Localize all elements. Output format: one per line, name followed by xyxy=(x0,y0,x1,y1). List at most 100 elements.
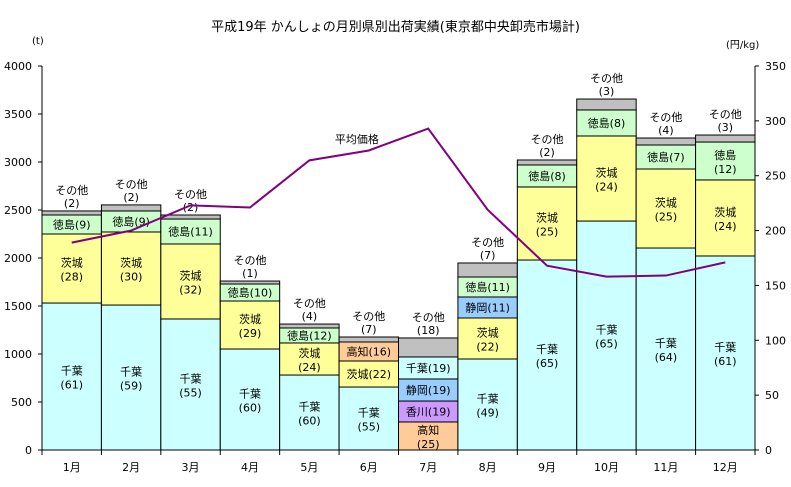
bar-segment xyxy=(398,337,459,358)
bar-segment xyxy=(338,386,400,451)
data-label: その他 xyxy=(649,111,682,124)
bar-segment xyxy=(279,323,340,329)
data-label: (49) xyxy=(476,406,499,419)
data-label: (2) xyxy=(123,191,139,204)
data-label: その他 xyxy=(55,184,88,197)
data-label: 茨城 xyxy=(536,210,558,224)
data-label: 茨城(22) xyxy=(346,367,391,381)
data-label: 高知(16) xyxy=(346,345,391,359)
bar-segment xyxy=(695,141,756,181)
data-label: (24) xyxy=(298,361,321,374)
bar-segment xyxy=(516,259,578,451)
data-label: 千葉 xyxy=(655,336,677,350)
chart-title: 平成19年 かんしょの月別県別出荷実績(東京都中央卸売市場計) xyxy=(211,20,580,35)
data-label: 千葉 xyxy=(61,364,83,378)
y2-tick-label: 100 xyxy=(765,334,786,347)
bar-segment xyxy=(219,348,281,451)
y2-tick-label: 0 xyxy=(765,444,772,457)
y2-tick-label: 150 xyxy=(765,279,786,292)
data-label: 茨城 xyxy=(120,256,142,270)
x-tick-label: 6月 xyxy=(360,461,378,474)
x-tick-label: 2月 xyxy=(122,461,140,474)
bar-segment xyxy=(695,134,756,143)
y-tick-label: 3500 xyxy=(4,108,32,121)
bar-segment xyxy=(457,317,518,360)
x-tick-label: 1月 xyxy=(63,461,81,474)
bar-segment xyxy=(160,214,221,220)
bar-segment xyxy=(160,218,221,245)
data-label: 千葉 xyxy=(358,406,380,420)
bar-segment xyxy=(160,318,221,451)
y2-tick-label: 350 xyxy=(765,60,786,73)
data-label: 茨城 xyxy=(595,166,617,180)
x-tick-label: 7月 xyxy=(419,461,437,474)
x-tick-label: 12月 xyxy=(713,461,738,474)
bar-segment xyxy=(695,255,756,451)
data-label: (25) xyxy=(417,438,440,451)
data-label: 徳島(11) xyxy=(168,225,213,239)
x-tick-label: 9月 xyxy=(538,461,556,474)
bar-segment xyxy=(635,137,697,146)
data-label: 徳島(7) xyxy=(647,150,685,164)
data-label: その他 xyxy=(174,188,207,201)
price-line-label: 平均価格 xyxy=(335,132,379,146)
data-label: その他 xyxy=(293,297,326,310)
data-label: (25) xyxy=(536,225,559,238)
bar-segment xyxy=(457,262,518,278)
data-label: (65) xyxy=(595,338,618,351)
y-tick-label: 1500 xyxy=(4,300,32,313)
data-label: その他 xyxy=(709,108,742,121)
data-label: 徳島(9) xyxy=(112,214,150,228)
data-label: (61) xyxy=(60,379,83,392)
y-tick-label: 0 xyxy=(25,444,32,457)
x-tick-label: 8月 xyxy=(479,461,497,474)
data-label: 静岡(11) xyxy=(465,300,510,314)
y2-axis-unit: (円/kg) xyxy=(726,40,760,51)
x-tick-label: 3月 xyxy=(182,461,200,474)
bar-segment xyxy=(457,358,518,451)
bar-segment xyxy=(219,300,281,350)
data-label: 徳島(11) xyxy=(465,280,510,294)
y2-tick-label: 300 xyxy=(765,115,786,128)
data-label: (18) xyxy=(417,324,440,337)
data-label: (4) xyxy=(302,310,318,323)
data-label: 茨城 xyxy=(714,205,736,219)
data-label: 千葉 xyxy=(239,387,261,401)
y2-tick-label: 200 xyxy=(765,225,786,238)
y-tick-label: 500 xyxy=(11,396,32,409)
data-label: (24) xyxy=(714,220,737,233)
data-label: (2) xyxy=(183,201,199,214)
data-label: (61) xyxy=(714,355,737,368)
data-label: 千葉 xyxy=(180,371,202,385)
data-label: 千葉 xyxy=(477,391,499,405)
data-label: 静岡(19) xyxy=(406,383,451,397)
data-label: その他 xyxy=(531,133,564,146)
bar-segment xyxy=(100,204,162,212)
data-label: (28) xyxy=(60,271,83,284)
data-label: 徳島(10) xyxy=(228,286,273,300)
data-label: (12) xyxy=(714,163,737,176)
bar-segment xyxy=(635,168,697,249)
data-label: 茨城 xyxy=(477,325,499,339)
bar-segment xyxy=(516,159,578,166)
y-tick-label: 2500 xyxy=(4,204,32,217)
data-label: (65) xyxy=(536,357,559,370)
data-label: 千葉(19) xyxy=(406,361,451,375)
data-label: (55) xyxy=(357,421,380,434)
data-label: 徳島(9) xyxy=(53,217,91,231)
x-tick-label: 4月 xyxy=(241,461,259,474)
data-label: 千葉 xyxy=(298,400,320,414)
data-label: (30) xyxy=(120,271,143,284)
x-tick-label: 5月 xyxy=(300,461,318,474)
data-label: (2) xyxy=(539,146,555,159)
data-label: 千葉 xyxy=(120,365,142,379)
y2-tick-label: 250 xyxy=(765,170,786,183)
data-label: (29) xyxy=(239,327,262,340)
data-label: 徳島(12) xyxy=(287,328,332,342)
y-tick-label: 2000 xyxy=(4,252,32,265)
data-label: 香川(19) xyxy=(406,406,451,419)
data-label: (64) xyxy=(655,351,678,364)
y-tick-label: 3000 xyxy=(4,156,32,169)
